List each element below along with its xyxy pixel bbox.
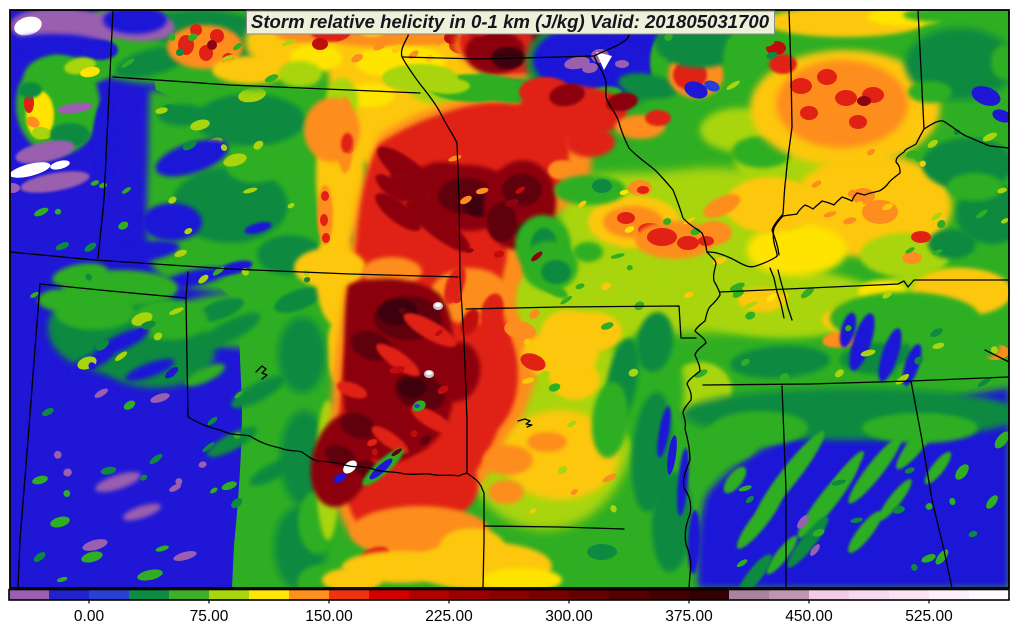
svg-text:225.00: 225.00	[425, 608, 473, 625]
svg-text:300.00: 300.00	[545, 608, 593, 625]
svg-text:375.00: 375.00	[665, 608, 713, 625]
svg-text:525.00: 525.00	[905, 608, 953, 625]
svg-text:Storm relative helicity in 0-1: Storm relative helicity in 0-1 km (J/kg)…	[251, 11, 770, 32]
svg-text:0.00: 0.00	[74, 608, 105, 625]
svg-text:450.00: 450.00	[785, 608, 833, 625]
svg-text:75.00: 75.00	[190, 608, 229, 625]
svg-text:150.00: 150.00	[305, 608, 353, 625]
